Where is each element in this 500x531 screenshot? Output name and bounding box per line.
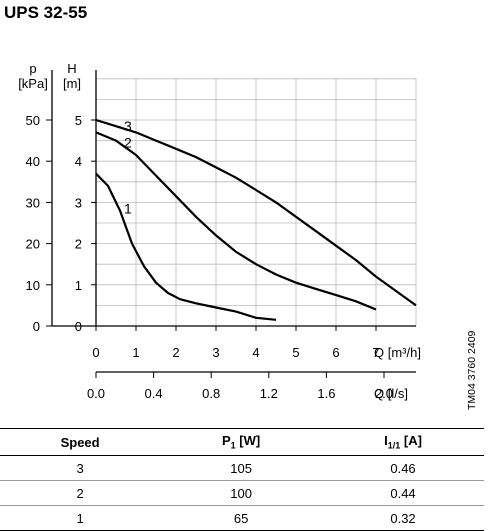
H-axis-name: H xyxy=(67,61,76,76)
x-tick-label-ls: 2.0 xyxy=(375,386,393,401)
H-axis-unit: [m] xyxy=(63,76,81,91)
cell-current: 0.44 xyxy=(322,480,484,506)
curve-speed-2 xyxy=(95,131,377,311)
table-row: 1 65 0.32 xyxy=(0,505,484,531)
table-row: 3 105 0.46 xyxy=(0,455,484,481)
spec-table: Speed P1 [W] I1/1 [A] 3 105 0.46 2 100 0… xyxy=(0,428,484,531)
y-tick-label-p: 50 xyxy=(26,113,40,128)
x-tick-label-m3h: 4 xyxy=(252,345,259,360)
y-tick-label-p: 40 xyxy=(26,154,40,169)
y-tick-label-p: 20 xyxy=(26,237,40,252)
curve-label-speed-1: 1 xyxy=(124,201,132,217)
x-axis-label-m3h: Q [m³/h] xyxy=(374,345,421,360)
x-tick-label-ls: 1.6 xyxy=(317,386,335,401)
x-tick-label-ls: 0.0 xyxy=(87,386,105,401)
header-current: I1/1 [A] xyxy=(322,428,484,456)
p-axis-name: p xyxy=(29,61,36,76)
x-tick-label-m3h: 5 xyxy=(292,345,299,360)
cell-power: 100 xyxy=(160,480,323,506)
cell-power: 65 xyxy=(160,505,323,531)
drawing-code: TM04 3760 2409 xyxy=(466,330,478,410)
x-tick-label-m3h: 7 xyxy=(372,345,379,360)
cell-current: 0.46 xyxy=(322,455,484,481)
curve-speed-1 xyxy=(95,172,277,321)
curve-label-speed-2: 2 xyxy=(124,135,132,151)
x-tick-label-m3h: 3 xyxy=(212,345,219,360)
y-tick-label-H: 1 xyxy=(75,278,82,293)
y-tick-label-H: 3 xyxy=(75,195,82,210)
cell-speed: 3 xyxy=(0,455,161,481)
x-tick-label-ls: 1.2 xyxy=(260,386,278,401)
x-tick-label-m3h: 2 xyxy=(172,345,179,360)
p-axis-unit: [kPa] xyxy=(18,76,48,91)
x-tick-label-m3h: 0 xyxy=(92,345,99,360)
cell-speed: 2 xyxy=(0,480,161,506)
header-speed: Speed xyxy=(0,428,161,456)
x-tick-label-ls: 0.8 xyxy=(202,386,220,401)
curve-label-speed-3: 3 xyxy=(124,118,132,134)
y-tick-label-H: 4 xyxy=(75,154,82,169)
y-tick-label-p: 0 xyxy=(33,319,40,334)
x-tick-label-m3h: 1 xyxy=(132,345,139,360)
x-axis-label-ls: Q [l/s] xyxy=(374,386,408,401)
cell-speed: 1 xyxy=(0,505,161,531)
table-row: 2 100 0.44 xyxy=(0,480,484,506)
y-tick-label-H: 0 xyxy=(75,319,82,334)
cell-power: 105 xyxy=(160,455,323,481)
y-tick-label-p: 30 xyxy=(26,195,40,210)
chart-title: UPS 32-55 xyxy=(4,3,88,22)
x-tick-label-ls: 0.4 xyxy=(145,386,163,401)
y-tick-label-H: 5 xyxy=(75,113,82,128)
curve-speed-3 xyxy=(95,118,417,307)
y-tick-label-H: 2 xyxy=(75,237,82,252)
x-tick-label-m3h: 6 xyxy=(332,345,339,360)
cell-current: 0.32 xyxy=(322,505,484,531)
header-power: P1 [W] xyxy=(160,428,323,456)
table-header-row: Speed P1 [W] I1/1 [A] xyxy=(0,428,484,456)
y-tick-label-p: 10 xyxy=(26,278,40,293)
